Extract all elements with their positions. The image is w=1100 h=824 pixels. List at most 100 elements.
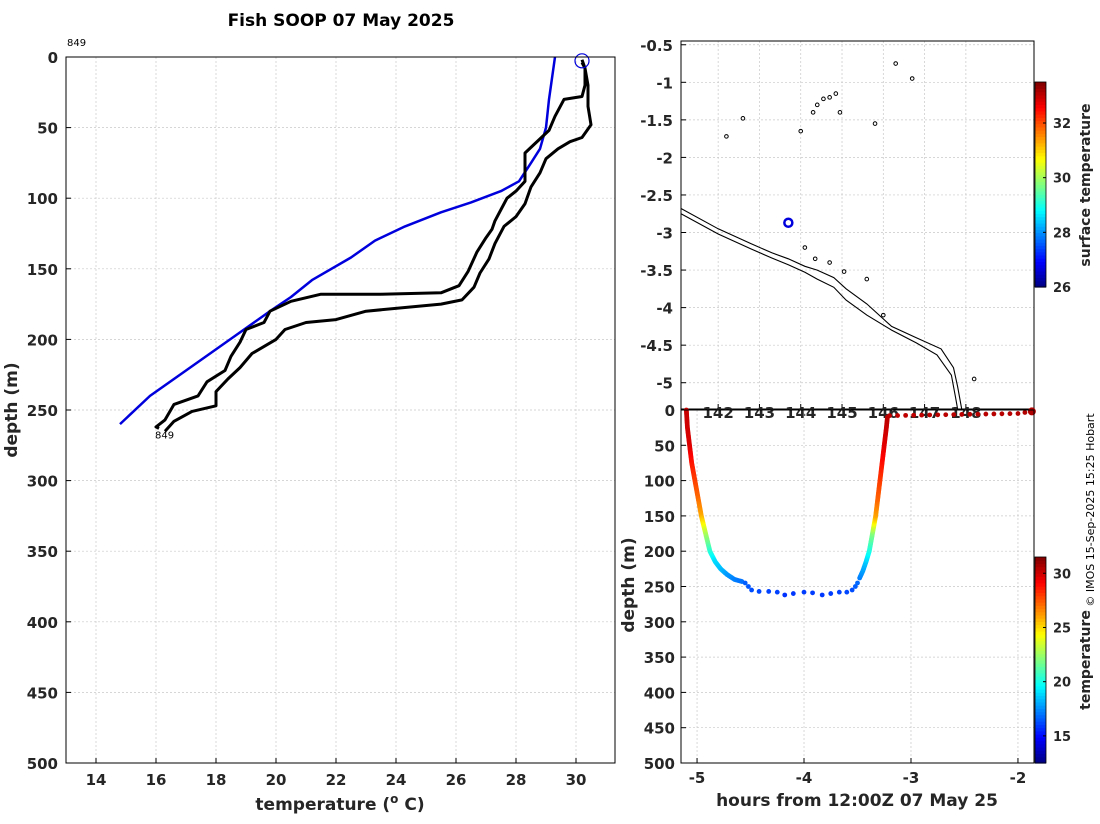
- colorbar-swatch: [1035, 117, 1046, 122]
- map-x-tick-label: 142: [703, 404, 734, 422]
- x-tick-label: 20: [266, 771, 287, 789]
- colorbar-swatch: [1035, 595, 1046, 600]
- bottom-point: [790, 591, 796, 596]
- surface-temperature-colorbar: 26 28 30 32: [1034, 81, 1071, 296]
- colorbar-swatch: [1035, 187, 1046, 192]
- time-depth-points: [683, 407, 1036, 598]
- colorbar-tick-label: 20: [1053, 676, 1071, 691]
- colorbar-swatch: [1035, 643, 1046, 648]
- surface-point: [999, 411, 1005, 417]
- profile-end-label: 849: [155, 430, 174, 441]
- xlabel-text: temperature (: [255, 795, 390, 815]
- colorbar-swatch: [1035, 679, 1046, 684]
- x-tick-label: 28: [506, 771, 527, 789]
- profile-plot-frame: [65, 56, 616, 764]
- td-x-tick-label: -3: [903, 769, 920, 787]
- colorbar-swatch: [1035, 727, 1046, 732]
- colorbar-swatch: [1035, 640, 1046, 645]
- y-tick-label: 200: [27, 331, 58, 349]
- colorbar-swatch: [1035, 647, 1046, 651]
- td-x-tick-label: -2: [1010, 769, 1027, 787]
- map-frame: [680, 40, 1035, 410]
- surface-point: [927, 412, 933, 418]
- x-tick-label: 26: [446, 771, 467, 789]
- colorbar-swatch: [1035, 717, 1046, 722]
- profile-y-ticks: 0 50 100 150 200 250 300 350 400 450 500: [27, 49, 71, 773]
- surface-point: [943, 412, 949, 418]
- surface-point: [935, 412, 941, 418]
- profile-gridlines: [66, 56, 615, 764]
- colorbar-swatch: [1035, 592, 1046, 597]
- colorbar-swatch: [1035, 637, 1046, 642]
- colorbar-swatch: [1035, 734, 1046, 738]
- map-y-tick-label: -1.5: [640, 112, 673, 130]
- coastline-outer: [681, 208, 963, 409]
- colorbar-swatch: [1035, 746, 1046, 751]
- colorbar-swatch: [1035, 560, 1046, 565]
- colorbar-tick-label: 32: [1053, 117, 1071, 132]
- colorbar-swatch: [1035, 158, 1046, 163]
- colorbar-swatch: [1035, 274, 1046, 278]
- surface-point: [895, 413, 901, 418]
- surface-temperature-colorbar-label: surface temperature: [1078, 103, 1094, 266]
- td-y-tick-label: 300: [644, 614, 675, 632]
- profile-x-ticks: 14 16 18 20 22 24 26 28 30: [86, 758, 587, 789]
- td-x-tick-label: -5: [689, 769, 706, 787]
- colorbar-swatch: [1035, 627, 1046, 632]
- island: [837, 110, 843, 115]
- colorbar-swatch: [1035, 708, 1046, 713]
- colorbar-swatch: [1035, 168, 1046, 173]
- colorbar-swatch: [1035, 130, 1046, 134]
- surface-point: [911, 412, 917, 418]
- td-y-tick-label: 100: [644, 473, 675, 491]
- td-y-tick-label: 350: [644, 649, 675, 667]
- colorbar-swatch: [1035, 146, 1046, 150]
- island: [827, 260, 832, 265]
- td-y-tick-label: 50: [654, 437, 675, 455]
- colorbar-swatch: [1035, 197, 1046, 202]
- colorbar-swatch: [1035, 101, 1046, 106]
- map-y-tick-label: -2: [656, 149, 673, 167]
- colorbar-swatch: [1035, 264, 1046, 269]
- colorbar-swatch: [1035, 114, 1046, 118]
- colorbar-swatch: [1035, 229, 1046, 234]
- td-y-tick-label: 450: [644, 720, 675, 738]
- colorbar-swatch: [1035, 569, 1046, 574]
- colorbar-swatch: [1035, 139, 1046, 144]
- time-depth-x-ticks: -5 -4 -3 -2: [689, 758, 1027, 787]
- colorbar-swatch: [1035, 149, 1046, 154]
- bottom-point: [819, 592, 825, 598]
- colorbar-swatch: [1035, 672, 1046, 677]
- td-y-tick-label: 150: [644, 508, 675, 526]
- bottom-point: [810, 590, 815, 596]
- x-tick-label: 30: [566, 771, 587, 789]
- colorbar-swatch: [1035, 219, 1046, 224]
- colorbar-swatch: [1035, 203, 1046, 208]
- bottom-point: [745, 584, 751, 589]
- colorbar-swatch: [1035, 107, 1046, 112]
- map-y-tick-label: -3: [656, 225, 673, 243]
- colorbar-swatch: [1035, 721, 1046, 725]
- bottom-point: [749, 587, 754, 593]
- colorbar-swatch: [1035, 631, 1046, 635]
- surface-point: [1022, 410, 1028, 415]
- map-y-ticks: -0.5 -1 -1.5 -2 -2.5 -3 -3.5 -4 -4.5 -5: [640, 37, 686, 393]
- colorbar-swatch: [1035, 98, 1046, 102]
- colorbar-swatch: [1035, 711, 1046, 716]
- bottom-point: [849, 587, 855, 593]
- colorbar-swatch: [1035, 258, 1046, 262]
- bottom-point: [828, 591, 834, 596]
- colorbar-swatch: [1035, 676, 1046, 680]
- map-y-tick-label: -0.5: [640, 37, 673, 55]
- bottom-point: [782, 592, 788, 598]
- island: [971, 376, 977, 382]
- y-tick-label: 450: [27, 684, 58, 702]
- colorbar-tick-label: 26: [1053, 281, 1071, 296]
- colorbar-swatch: [1035, 685, 1046, 690]
- colorbar-swatch: [1035, 650, 1046, 655]
- time-depth-y-ticks: 0 50 100 150 200 250 300 350 400 450 500: [644, 402, 686, 773]
- colorbar-swatch: [1035, 753, 1046, 758]
- colorbar-swatch: [1035, 602, 1046, 606]
- colorbar-swatch: [1035, 245, 1046, 250]
